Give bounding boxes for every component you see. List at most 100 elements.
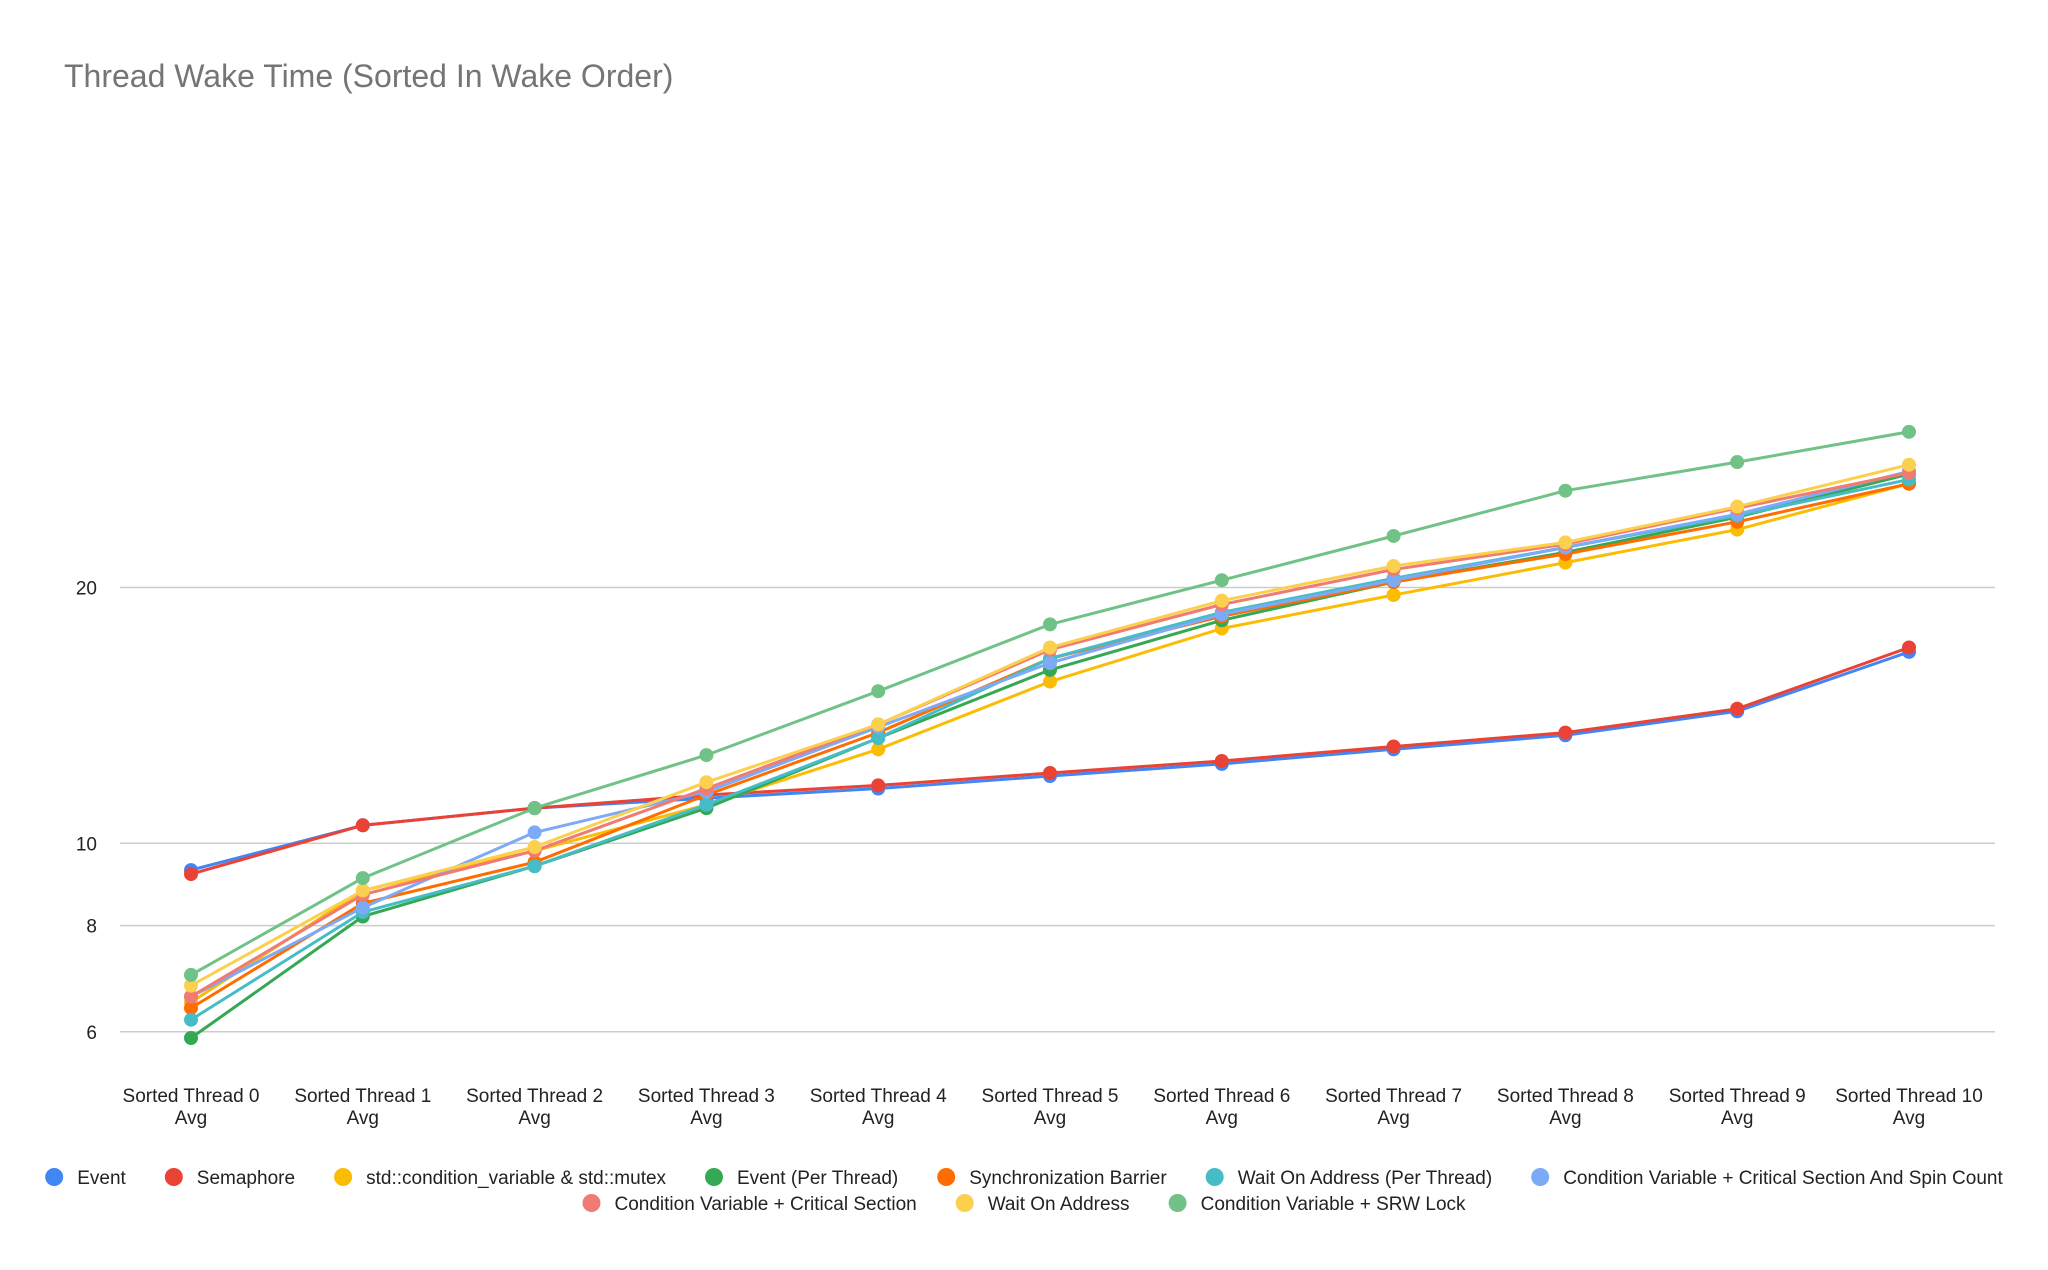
series [184, 476, 1916, 1015]
data-point [527, 859, 542, 874]
data-point [871, 684, 886, 699]
x-tick-label: Avg [862, 1108, 894, 1129]
x-tick-label: Avg [518, 1108, 550, 1129]
data-point [355, 871, 370, 886]
series-lines [184, 424, 1916, 1046]
data-point [1043, 765, 1057, 780]
x-tick-label: Sorted Thread 7 [1325, 1086, 1462, 1107]
legend-marker [45, 1168, 64, 1186]
x-tick-label: Avg [1206, 1108, 1238, 1129]
y-tick-label: 20 [76, 579, 97, 600]
data-point [1043, 640, 1057, 655]
data-point [184, 978, 198, 993]
legend-label: Condition Variable + SRW Lock [1201, 1194, 1466, 1215]
series [184, 467, 1916, 1046]
data-point [355, 900, 370, 915]
x-tick-label: Avg [1034, 1108, 1066, 1129]
data-point [1043, 674, 1057, 689]
x-tick-label: Sorted Thread 0 [123, 1086, 260, 1107]
series-line [190, 472, 1910, 1040]
legend-label: Semaphore [197, 1168, 295, 1189]
legend-item[interactable]: Wait On Address (Per Thread) [1205, 1168, 1493, 1189]
legend-item[interactable]: Event (Per Thread) [705, 1168, 898, 1189]
series-line [190, 463, 1910, 987]
data-point [1214, 573, 1229, 588]
data-point [1558, 535, 1573, 550]
x-tick-label: Avg [1893, 1108, 1925, 1129]
data-point [1902, 457, 1916, 472]
data-point [699, 748, 714, 763]
data-point [184, 1000, 198, 1015]
data-point [527, 801, 542, 816]
x-tick-label: Sorted Thread 8 [1497, 1086, 1634, 1107]
series-line [190, 469, 1910, 998]
x-tick-label: Avg [175, 1108, 207, 1129]
y-axis-ticks: 6 8 10 20 [76, 579, 97, 1044]
legend-marker [582, 1194, 601, 1212]
data-point [527, 840, 542, 855]
series-line [190, 482, 1910, 1010]
data-point [1730, 701, 1745, 716]
y-tick-label: 10 [76, 834, 97, 855]
legend-item[interactable]: Synchronization Barrier [937, 1168, 1167, 1189]
data-point [1730, 499, 1745, 514]
data-point [1386, 528, 1401, 543]
legend-item[interactable]: Condition Variable + SRW Lock [1168, 1194, 1466, 1215]
legend-marker [164, 1168, 183, 1186]
x-tick-label: Avg [690, 1108, 722, 1129]
series [184, 476, 1916, 1010]
chart-title: Thread Wake Time (Sorted In Wake Order) [64, 58, 674, 94]
legend-marker [1205, 1168, 1224, 1186]
x-tick-label: Sorted Thread 9 [1669, 1086, 1806, 1107]
data-point [1043, 656, 1057, 671]
data-point [871, 778, 886, 793]
legend-marker [937, 1168, 956, 1186]
x-tick-label: Sorted Thread 1 [294, 1086, 431, 1107]
data-point [184, 967, 198, 982]
legend-label: Event (Per Thread) [737, 1168, 898, 1189]
data-point [184, 1012, 198, 1027]
legend-marker [1531, 1168, 1550, 1186]
series [184, 472, 1916, 1027]
x-tick-label: Sorted Thread 10 [1835, 1086, 1983, 1107]
y-tick-label: 6 [86, 1023, 97, 1044]
data-point [527, 825, 542, 840]
data-point [1386, 739, 1401, 754]
legend-item[interactable]: Condition Variable + Critical Section [582, 1194, 917, 1215]
data-point [1902, 640, 1916, 655]
legend-item[interactable]: std::condition_variable & std::mutex [334, 1168, 667, 1189]
legend-item[interactable]: Condition Variable + Critical Section An… [1531, 1168, 2003, 1189]
data-point [1214, 593, 1229, 608]
series-line [190, 478, 1910, 1021]
legend-item[interactable]: Semaphore [164, 1168, 295, 1189]
data-point [871, 731, 886, 746]
data-point [1902, 424, 1916, 439]
series [184, 640, 1916, 882]
series-line [190, 482, 1910, 1004]
series-line [190, 430, 1910, 977]
legend-marker [705, 1168, 723, 1186]
data-point [1558, 483, 1573, 498]
data-point [1214, 607, 1229, 622]
x-tick-label: Avg [1721, 1108, 1753, 1129]
legend-marker [955, 1194, 974, 1212]
series [184, 424, 1916, 982]
x-tick-label: Avg [1377, 1108, 1409, 1129]
data-point [1558, 725, 1573, 740]
data-point [699, 775, 714, 790]
legend: Event Semaphore std::condition_variable & … [45, 1168, 2003, 1215]
legend-item[interactable]: Event [45, 1168, 127, 1189]
x-tick-label: Sorted Thread 3 [638, 1086, 775, 1107]
legend-item[interactable]: Wait On Address [955, 1194, 1130, 1215]
x-tick-label: Sorted Thread 2 [466, 1086, 603, 1107]
data-point [871, 717, 886, 732]
legend-label: std::condition_variable & std::mutex [366, 1168, 666, 1189]
legend-label: Synchronization Barrier [969, 1168, 1167, 1189]
data-point [184, 989, 198, 1004]
y-tick-label: 8 [86, 917, 97, 938]
legend-label: Wait On Address [988, 1194, 1130, 1215]
gridlines [120, 586, 1995, 1033]
legend-marker [334, 1168, 353, 1186]
legend-marker [1168, 1194, 1187, 1212]
